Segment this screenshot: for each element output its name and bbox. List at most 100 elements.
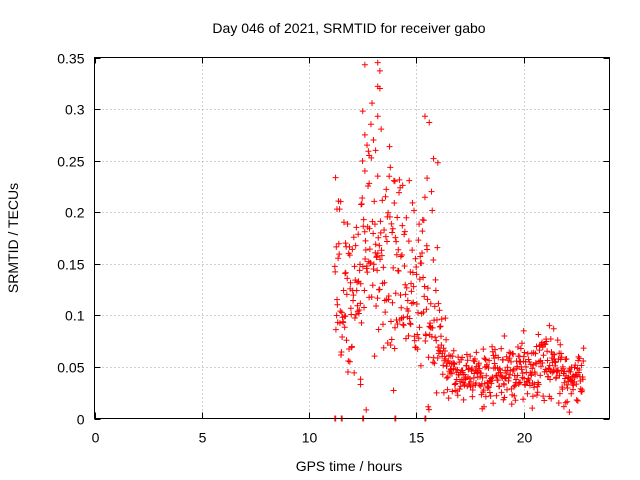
- data-point: [370, 137, 377, 144]
- data-point: [498, 345, 505, 352]
- data-point: [338, 309, 345, 316]
- data-point: [388, 336, 395, 343]
- data-point: [431, 303, 438, 310]
- data-point: [434, 355, 441, 362]
- data-point: [378, 247, 385, 254]
- data-point: [353, 224, 360, 231]
- data-point: [334, 296, 341, 303]
- data-point: [396, 176, 403, 183]
- data-point: [358, 200, 365, 207]
- y-tick-label: 0.3: [65, 102, 85, 118]
- data-point: [343, 337, 350, 344]
- data-point: [375, 234, 382, 241]
- data-point: [422, 338, 429, 345]
- data-point: [440, 345, 447, 352]
- data-point: [332, 326, 339, 333]
- data-point: [413, 271, 420, 278]
- data-point: [481, 380, 488, 387]
- data-point: [376, 85, 383, 92]
- data-point: [366, 152, 373, 159]
- data-point: [496, 383, 503, 390]
- data-point: [454, 366, 461, 373]
- data-point: [364, 269, 371, 276]
- data-point: [460, 371, 467, 378]
- data-point: [408, 288, 415, 295]
- data-point: [366, 225, 373, 232]
- data-point: [520, 327, 527, 334]
- data-point: [544, 348, 551, 355]
- data-point: [373, 253, 380, 260]
- data-point: [405, 332, 412, 339]
- data-point: [351, 263, 358, 270]
- data-point: [364, 142, 371, 149]
- data-point: [552, 359, 559, 366]
- data-point: [525, 376, 532, 383]
- data-point: [543, 338, 550, 345]
- data-point: [460, 379, 467, 386]
- data-point: [336, 320, 343, 327]
- data-point: [495, 354, 502, 361]
- data-point: [533, 343, 540, 350]
- data-point: [359, 263, 366, 270]
- data-point: [340, 219, 347, 226]
- y-tick-label: 0.1: [65, 308, 85, 324]
- data-point: [389, 229, 396, 236]
- data-point: [421, 293, 428, 300]
- data-point: [534, 389, 541, 396]
- data-point: [491, 360, 498, 367]
- data-point: [464, 357, 471, 364]
- data-point: [514, 363, 521, 370]
- data-point: [437, 323, 444, 330]
- data-point: [564, 385, 571, 392]
- data-point: [403, 284, 410, 291]
- data-point: [371, 221, 378, 228]
- x-tick-label: 15: [409, 430, 425, 446]
- data-point: [401, 263, 408, 270]
- data-point: [493, 392, 500, 399]
- data-point: [367, 121, 374, 128]
- data-point: [514, 344, 521, 351]
- data-point: [508, 358, 515, 365]
- data-point: [357, 376, 364, 383]
- data-point: [355, 231, 362, 238]
- x-tick-label: 10: [302, 430, 318, 446]
- data-point: [402, 291, 409, 298]
- data-point: [453, 376, 460, 383]
- data-point: [479, 374, 486, 381]
- y-tick-label: 0.35: [57, 51, 84, 67]
- data-point: [348, 343, 355, 350]
- data-point: [533, 392, 540, 399]
- data-point: [386, 173, 393, 180]
- data-point: [550, 325, 557, 332]
- data-point: [376, 67, 383, 74]
- data-point: [525, 356, 532, 363]
- data-point: [372, 147, 379, 154]
- data-point: [555, 399, 562, 406]
- data-point: [481, 355, 488, 362]
- data-point: [349, 246, 356, 253]
- data-point: [386, 143, 393, 150]
- data-point: [401, 231, 408, 238]
- data-point: [393, 238, 400, 245]
- data-point: [408, 300, 415, 307]
- data-point: [537, 363, 544, 370]
- data-point: [448, 370, 455, 377]
- data-point: [409, 269, 416, 276]
- data-point: [579, 387, 586, 394]
- data-point: [413, 300, 420, 307]
- data-point: [390, 177, 397, 184]
- data-point: [408, 280, 415, 287]
- chart-title: Day 046 of 2021, SRMTID for receiver gab…: [212, 20, 485, 36]
- data-point: [346, 252, 353, 259]
- data-point: [539, 344, 546, 351]
- data-point: [398, 304, 405, 311]
- data-point: [402, 335, 409, 342]
- data-point: [532, 350, 539, 357]
- data-point: [471, 370, 478, 377]
- data-point: [363, 406, 370, 413]
- data-point: [442, 347, 448, 354]
- data-point: [549, 369, 556, 376]
- data-point: [352, 311, 359, 318]
- data-point: [410, 299, 417, 306]
- data-point: [575, 353, 582, 360]
